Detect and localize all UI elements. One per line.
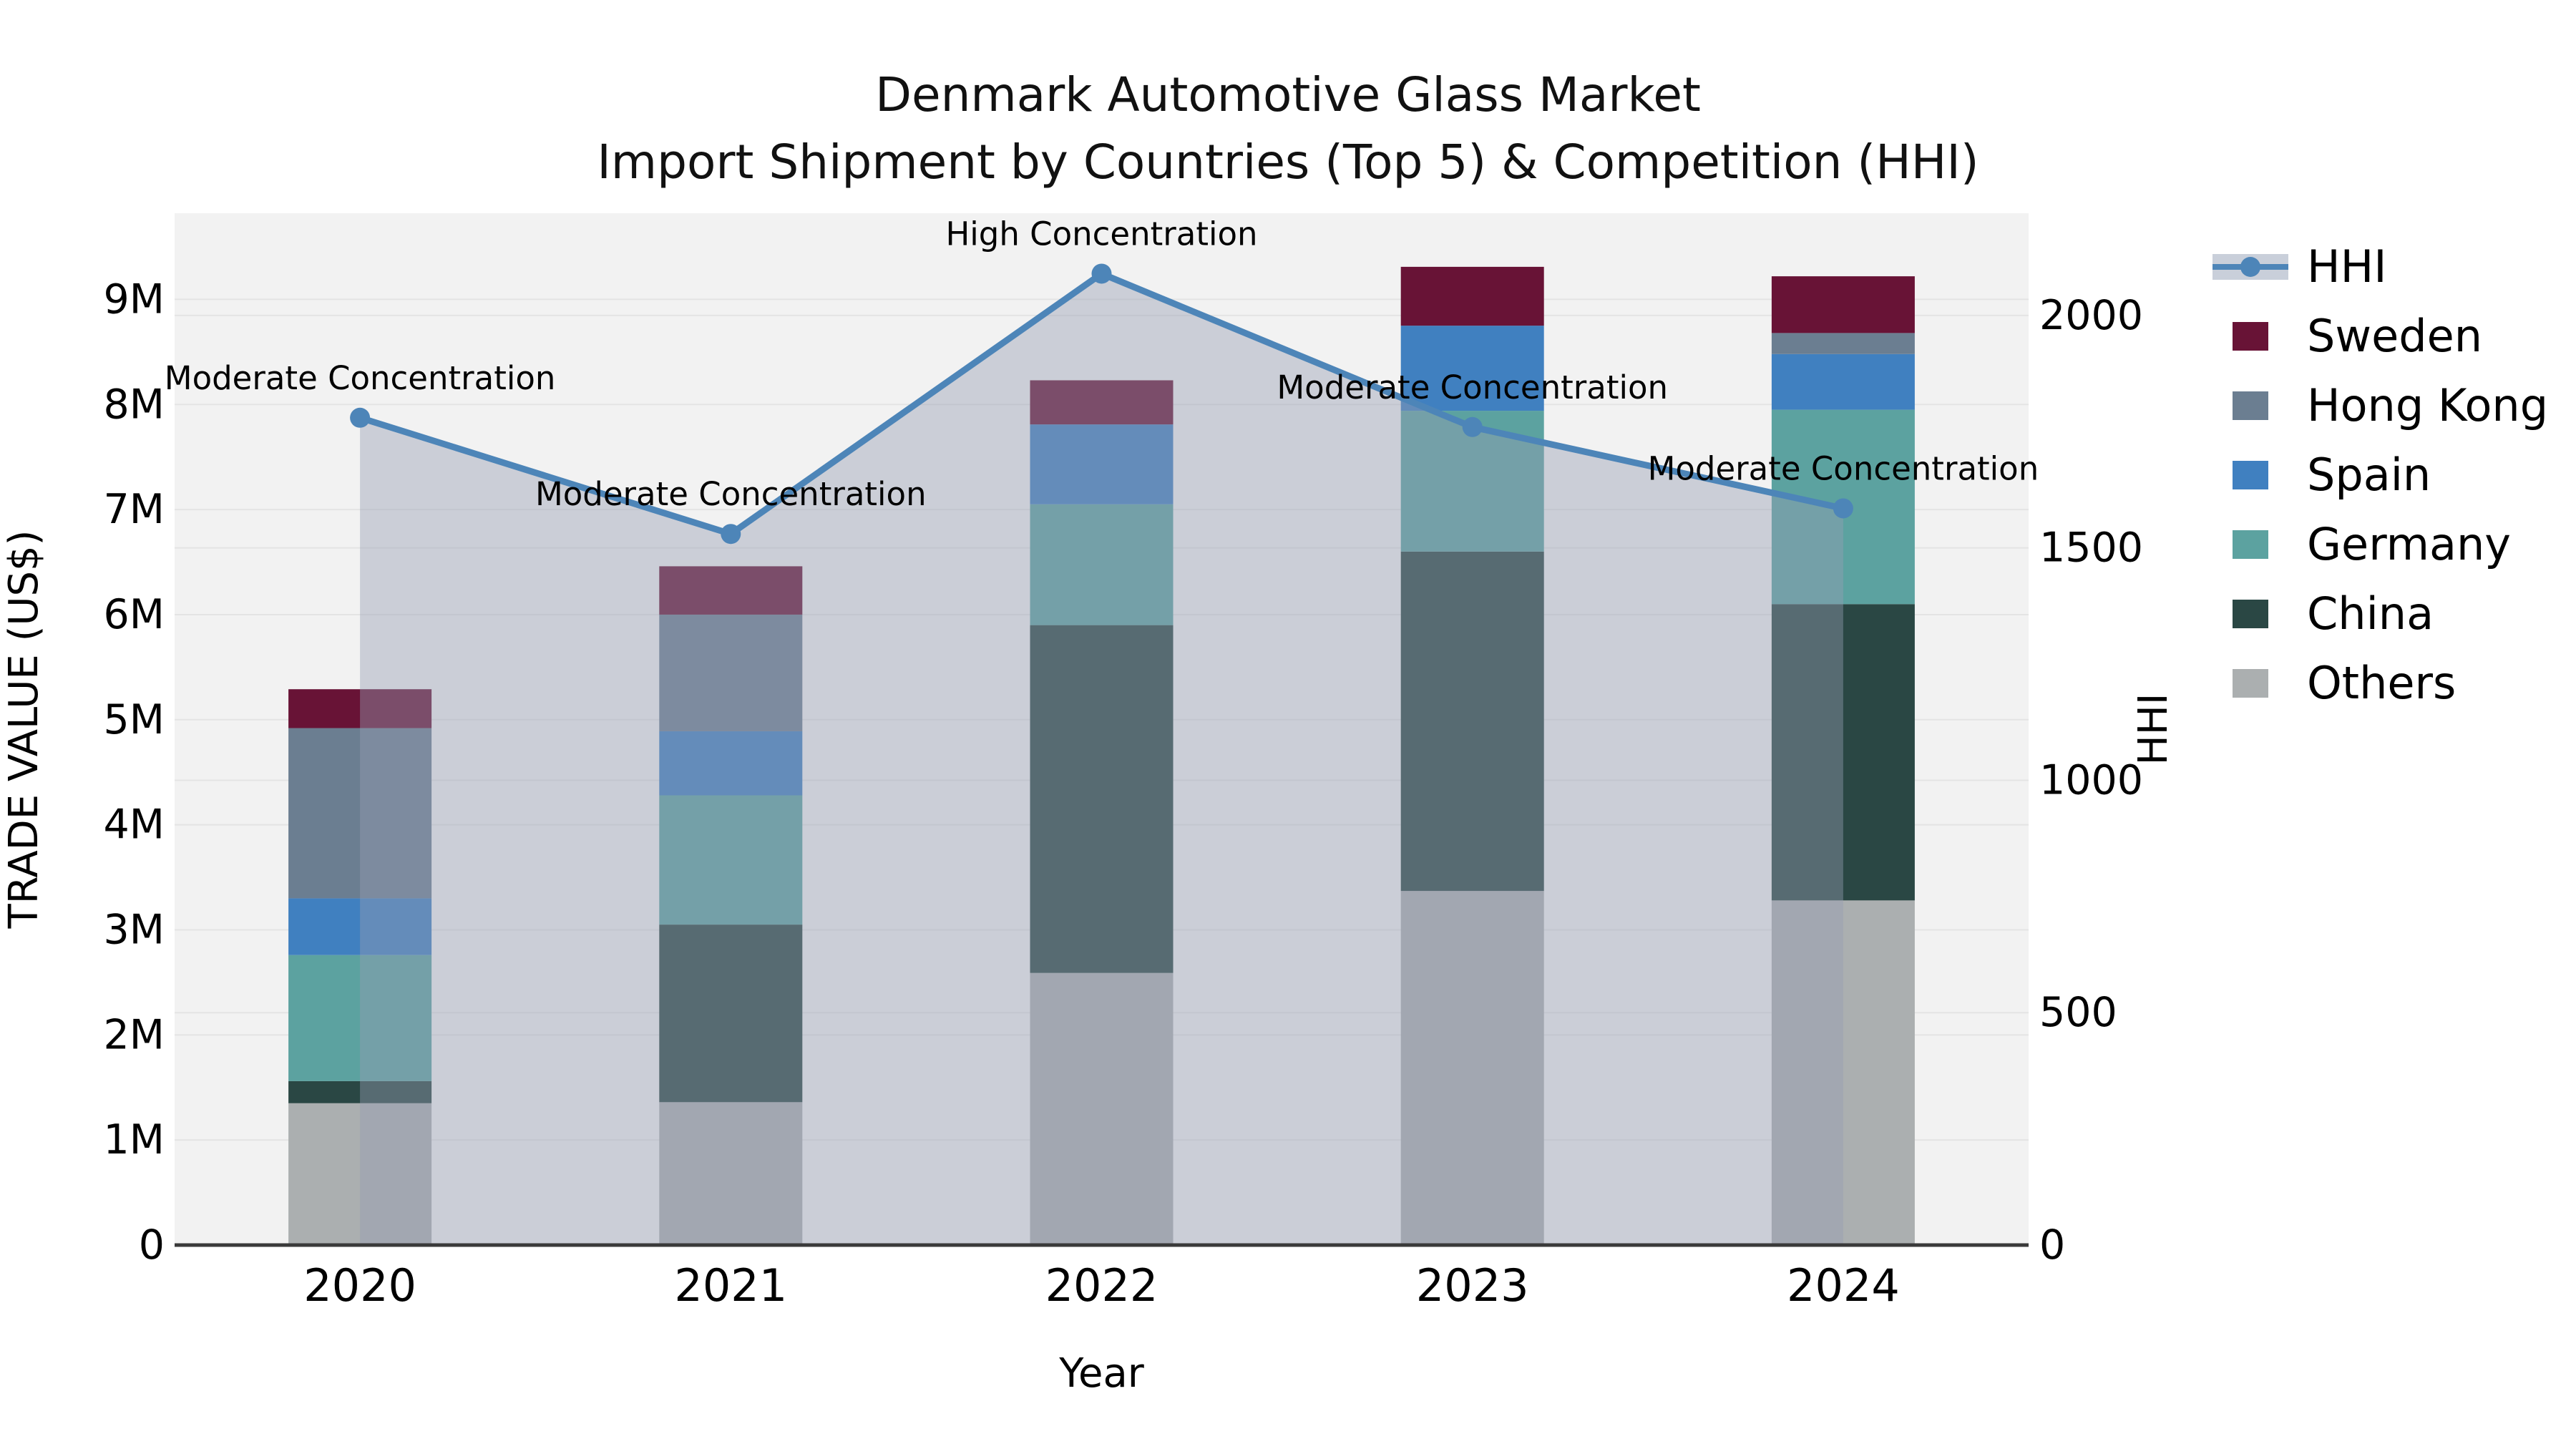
y-left-tick-8M: 8M <box>104 381 165 428</box>
bar-segment-sweden-2022 <box>1030 380 1174 425</box>
bar-segment-others-2023 <box>1400 891 1544 1245</box>
bar-segment-spain-2021 <box>659 731 803 796</box>
hhi-marker-2023 <box>1462 416 1483 437</box>
legend-label-hong-kong: Hong Kong <box>2307 379 2549 431</box>
legend-item-others: Others <box>2212 648 2548 718</box>
y-left-tick-0: 0 <box>139 1221 165 1269</box>
legend-item-spain: Spain <box>2212 440 2548 509</box>
legend: HHI Sweden Hong Kong Spain Germany China Other… <box>2212 232 2548 718</box>
bar-segment-spain-2024 <box>1771 353 1915 410</box>
bar-segment-others-2024 <box>1771 900 1915 1245</box>
chart-title-line1: Denmark Automotive Glass Market <box>875 67 1701 122</box>
x-tick-2020: 2020 <box>303 1259 416 1312</box>
y-left-tick-1M: 1M <box>104 1116 165 1163</box>
bar-segment-germany-2021 <box>659 795 803 925</box>
hhi-marker-2022 <box>1091 263 1112 284</box>
y-left-tick-3M: 3M <box>104 906 165 953</box>
legend-label-sweden: Sweden <box>2307 310 2483 362</box>
legend-item-germany: Germany <box>2212 509 2548 579</box>
y-left-tick-4M: 4M <box>104 801 165 849</box>
y-left-tick-9M: 9M <box>104 275 165 323</box>
bar-segment-others-2022 <box>1030 972 1174 1245</box>
axis-title-left: TRADE VALUE (US$) <box>1 530 47 930</box>
axis-title-x: Year <box>1058 1350 1145 1397</box>
chart-title: Denmark Automotive Glass Market Import S… <box>0 62 2576 195</box>
legend-label-others: Others <box>2307 657 2457 709</box>
bar-segment-sweden-2024 <box>1771 276 1915 333</box>
x-tick-2022: 2022 <box>1045 1259 1158 1312</box>
legend-label-spain: Spain <box>2307 449 2431 501</box>
bar-segment-spain-2023 <box>1400 326 1544 411</box>
legend-color-swatch-others <box>2212 668 2288 698</box>
legend-color-swatch-spain <box>2212 460 2288 489</box>
bar-segment-sweden-2021 <box>659 566 803 615</box>
y-right-tick-500: 500 <box>2039 989 2117 1036</box>
y-right-tick-0: 0 <box>2039 1221 2065 1269</box>
legend-label-germany: Germany <box>2307 518 2511 570</box>
bar-segment-germany-2020 <box>288 955 432 1081</box>
y-left-tick-6M: 6M <box>104 591 165 638</box>
y-left-tick-5M: 5M <box>104 696 165 743</box>
bar-segment-others-2021 <box>659 1102 803 1245</box>
legend-label-hhi: HHI <box>2307 240 2387 293</box>
hhi-marker-2021 <box>721 524 741 545</box>
y-right-tick-1500: 1500 <box>2039 525 2143 572</box>
hhi-line-swatch-icon <box>2212 253 2288 280</box>
bar-segment-sweden-2020 <box>288 689 432 728</box>
bar-segment-sweden-2023 <box>1400 266 1544 326</box>
hhi-area <box>360 273 1843 1246</box>
annotation-2023: Moderate Concentration <box>1277 369 1668 406</box>
bar-segment-hong-kong-2024 <box>1771 333 1915 354</box>
annotation-2021: Moderate Concentration <box>535 475 927 513</box>
y-right-tick-1000: 1000 <box>2039 756 2143 804</box>
legend-color-swatch-hong-kong <box>2212 391 2288 420</box>
bar-segment-spain-2022 <box>1030 424 1174 504</box>
legend-color-swatch-germany <box>2212 530 2288 559</box>
x-tick-2023: 2023 <box>1416 1259 1529 1312</box>
bar-segment-spain-2020 <box>288 898 432 955</box>
annotation-2022: High Concentration <box>945 215 1257 253</box>
legend-item-hong-kong: Hong Kong <box>2212 371 2548 440</box>
y-right-tick-2000: 2000 <box>2039 292 2143 339</box>
x-tick-2024: 2024 <box>1787 1259 1900 1312</box>
chart-title-line2: Import Shipment by Countries (Top 5) & C… <box>597 134 1979 190</box>
bar-segment-china-2024 <box>1771 604 1915 901</box>
y-left-tick-7M: 7M <box>104 486 165 533</box>
x-tick-2021: 2021 <box>674 1259 787 1312</box>
bar-segment-china-2021 <box>659 924 803 1103</box>
legend-item-hhi: HHI <box>2212 232 2548 301</box>
legend-color-swatch-sweden <box>2212 321 2288 351</box>
hhi-marker-2020 <box>350 407 371 428</box>
annotation-2024: Moderate Concentration <box>1648 449 2039 487</box>
legend-item-sweden: Sweden <box>2212 301 2548 371</box>
annotation-2020: Moderate Concentration <box>165 359 556 397</box>
axis-title-right: HHI <box>2130 693 2177 766</box>
bar-segment-china-2022 <box>1030 625 1174 973</box>
legend-color-swatch-china <box>2212 599 2288 628</box>
bar-segment-china-2023 <box>1400 551 1544 892</box>
bar-segment-hong-kong-2020 <box>288 728 432 899</box>
bar-segment-china-2020 <box>288 1080 432 1103</box>
legend-label-china: China <box>2307 587 2434 640</box>
bar-segment-others-2020 <box>288 1103 432 1245</box>
bar-segment-germany-2022 <box>1030 504 1174 625</box>
bar-segment-hong-kong-2021 <box>659 614 803 731</box>
legend-item-china: China <box>2212 579 2548 648</box>
hhi-marker-2024 <box>1833 498 1853 519</box>
y-left-tick-2M: 2M <box>104 1011 165 1058</box>
